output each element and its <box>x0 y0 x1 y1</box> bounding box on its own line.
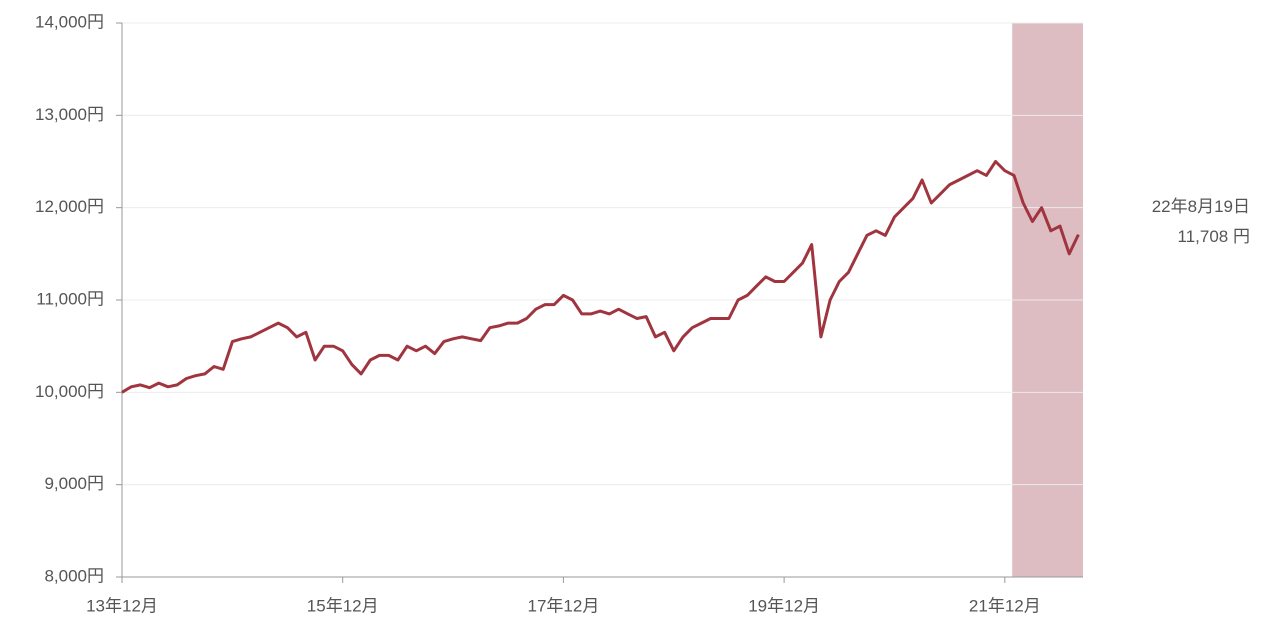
y-tick-label: 8,000円 <box>44 566 104 585</box>
annotation-date: 22年8月19日 <box>1152 197 1250 216</box>
x-tick-label: 21年12月 <box>969 596 1041 615</box>
x-tick-label: 15年12月 <box>307 596 379 615</box>
y-tick-label: 9,000円 <box>44 474 104 493</box>
x-tick-label: 13年12月 <box>86 596 158 615</box>
x-tick-label: 17年12月 <box>528 596 600 615</box>
y-tick-label: 13,000円 <box>35 105 104 124</box>
y-tick-label: 12,000円 <box>35 197 104 216</box>
x-tick-label: 19年12月 <box>748 596 820 615</box>
y-tick-label: 11,000円 <box>36 289 104 308</box>
y-tick-label: 10,000円 <box>35 382 104 401</box>
y-tick-label: 14,000円 <box>35 12 104 31</box>
price-line <box>121 160 1080 394</box>
annotation-value: 11,708 円 <box>1178 227 1250 246</box>
